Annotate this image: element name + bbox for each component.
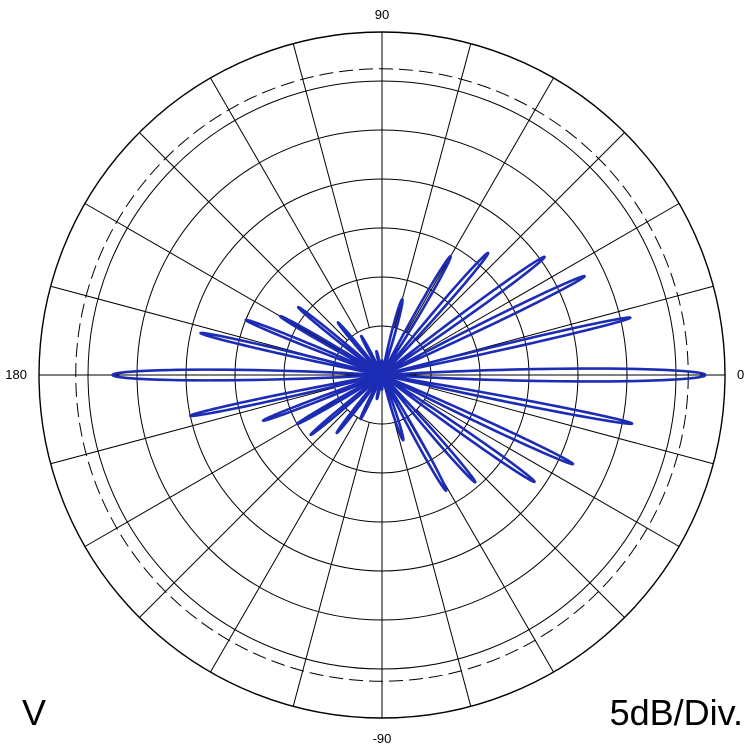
- grid-spoke: [406, 77, 554, 333]
- pattern-lobe: [295, 373, 384, 426]
- radiation-pattern: [111, 251, 707, 493]
- pattern-lobe: [380, 251, 490, 377]
- polarization-label: V: [22, 692, 46, 733]
- pattern-lobe: [244, 318, 384, 377]
- pattern-lobe: [380, 373, 405, 442]
- pattern-lobe: [380, 316, 632, 377]
- grid-spoke: [139, 409, 348, 618]
- scale-label: 5dB/Div.: [610, 692, 743, 733]
- grid-spoke: [416, 132, 625, 341]
- pattern-lobe: [188, 373, 384, 418]
- pattern-lobe: [336, 321, 384, 377]
- pattern-lobe: [380, 373, 448, 493]
- pattern-lobe: [335, 373, 384, 435]
- pattern-lobe: [375, 373, 384, 401]
- pattern-lobe: [261, 373, 384, 423]
- pattern-lobe: [359, 373, 384, 421]
- pattern-lobe: [380, 274, 586, 377]
- polar-grid: [38, 31, 726, 719]
- pattern-lobe: [359, 334, 384, 377]
- pattern-lobe: [380, 373, 634, 426]
- angle-label-90: 90: [375, 7, 389, 22]
- pattern-lobe: [380, 367, 707, 383]
- angle-label-0: 0: [737, 367, 744, 382]
- pattern-lobe: [380, 254, 452, 377]
- pattern-lobe: [380, 373, 536, 484]
- grid-spoke: [429, 387, 714, 465]
- pattern-lobe: [375, 349, 384, 377]
- grid-spoke: [416, 409, 625, 618]
- grid-spoke: [394, 422, 472, 707]
- grid-spoke: [139, 132, 348, 341]
- pattern-lobe: [111, 368, 384, 382]
- pattern-lobe: [380, 359, 384, 377]
- pattern-lobe: [380, 373, 477, 484]
- pattern-lobe: [296, 305, 384, 377]
- grid-spoke: [292, 43, 370, 328]
- grid-spoke: [84, 203, 340, 351]
- grid-spoke: [394, 43, 472, 328]
- pattern-lobe: [380, 297, 404, 377]
- angle-label-180: 180: [5, 367, 27, 382]
- grid-spoke: [424, 399, 680, 547]
- grid-spoke: [210, 417, 358, 673]
- grid-spoke: [50, 285, 335, 363]
- grid-spoke: [292, 422, 370, 707]
- grid-spoke: [50, 387, 335, 465]
- pattern-lobe: [380, 373, 575, 466]
- grid-spoke: [424, 203, 680, 351]
- pattern-lobe: [278, 314, 384, 377]
- pattern-lobe: [380, 373, 384, 391]
- grid-spoke: [210, 77, 358, 333]
- pattern-lobe: [380, 255, 546, 377]
- pattern-lobe: [199, 331, 384, 377]
- angle-label-minus-90: -90: [373, 731, 392, 746]
- pattern-lobe: [309, 373, 384, 437]
